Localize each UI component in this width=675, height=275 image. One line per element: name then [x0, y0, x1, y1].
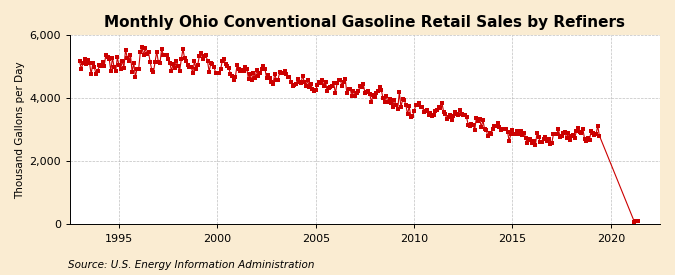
Text: Source: U.S. Energy Information Administration: Source: U.S. Energy Information Administ… [68, 260, 314, 270]
Title: Monthly Ohio Conventional Gasoline Retail Sales by Refiners: Monthly Ohio Conventional Gasoline Retai… [105, 15, 626, 30]
Y-axis label: Thousand Gallons per Day: Thousand Gallons per Day [15, 61, 25, 199]
